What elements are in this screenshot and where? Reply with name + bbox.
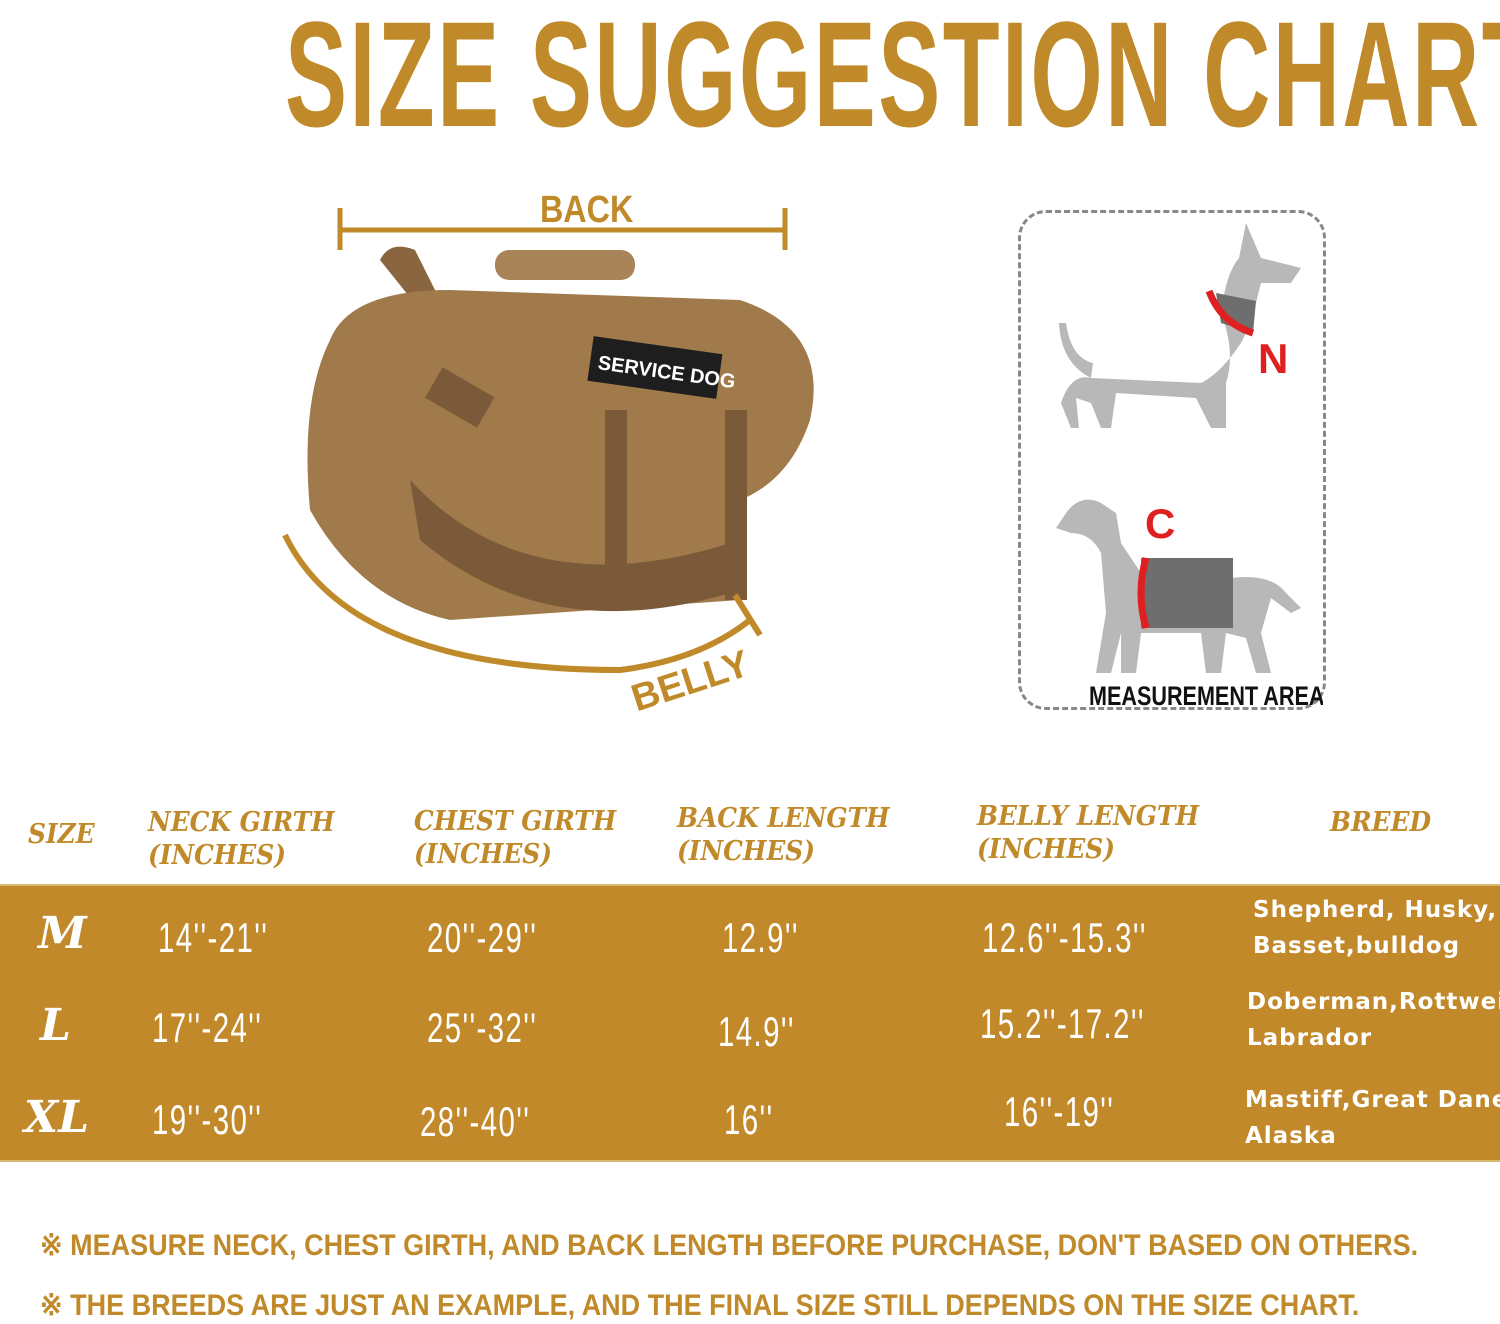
chest-cell: 25''-32'' — [427, 1004, 538, 1051]
back-cell: 16'' — [724, 1096, 774, 1143]
measurement-area-panel: N C MEASUREMENT AREA — [1018, 210, 1326, 710]
back-cell: 14.9'' — [718, 1008, 795, 1055]
neck-cell: 14''-21'' — [158, 914, 269, 961]
header-belly-length: BELLY LENGTH (INCHES) — [977, 801, 1199, 865]
breed-cell: Mastiff,Great Dane, Alaska — [1245, 1087, 1500, 1149]
belly-cell: 12.6''-15.3'' — [982, 914, 1147, 961]
note-breeds: ※ THE BREEDS ARE JUST AN EXAMPLE, AND TH… — [40, 1289, 1360, 1322]
belly-cell: 16''-19'' — [1004, 1088, 1115, 1135]
header-chest-girth: CHEST GIRTH (INCHES) — [414, 806, 617, 870]
header-back-length: BACK LENGTH (INCHES) — [677, 803, 890, 867]
header-size: SIZE — [28, 819, 95, 850]
neck-label: N — [1258, 335, 1288, 382]
chest-cell: 20''-29'' — [427, 914, 538, 961]
measurement-area-caption: MEASUREMENT AREA — [1089, 682, 1323, 707]
dog-neck-silhouette-icon — [1059, 223, 1301, 428]
dog-chest-silhouette-icon — [1056, 499, 1301, 673]
neck-cell: 17''-24'' — [152, 1004, 263, 1051]
back-measure-line — [337, 208, 788, 250]
back-label: BACK — [540, 189, 634, 231]
belly-cell: 15.2''-17.2'' — [980, 1000, 1145, 1047]
neck-cell: 19''-30'' — [152, 1096, 263, 1143]
note-measure: ※ MEASURE NECK, CHEST GIRTH, AND BACK LE… — [40, 1229, 1419, 1262]
size-cell: XL — [24, 1092, 90, 1143]
breed-cell: Shepherd, Husky, Basset,bulldog — [1253, 897, 1498, 959]
size-table-body: M 14''-21'' 20''-29'' 12.9'' 12.6''-15.3… — [0, 884, 1500, 1162]
harness-illustration: BACK SERVICE DOG BELLY — [270, 180, 830, 720]
page-title: SIZE SUGGESTION CHART — [285, 0, 1500, 158]
breed-cell: Doberman,RottweilerLabrador — [1247, 989, 1500, 1051]
chest-cell: 28''-40'' — [420, 1098, 531, 1145]
back-cell: 12.9'' — [722, 914, 799, 961]
size-cell: M — [38, 908, 87, 959]
chest-label: C — [1145, 500, 1175, 547]
harness-icon: SERVICE DOG — [307, 246, 814, 620]
header-neck-girth: NECK GIRTH (INCHES) — [148, 807, 335, 871]
header-breed: BREED — [1330, 807, 1432, 838]
belly-measure-curve — [282, 533, 752, 674]
size-cell: L — [40, 1000, 71, 1051]
